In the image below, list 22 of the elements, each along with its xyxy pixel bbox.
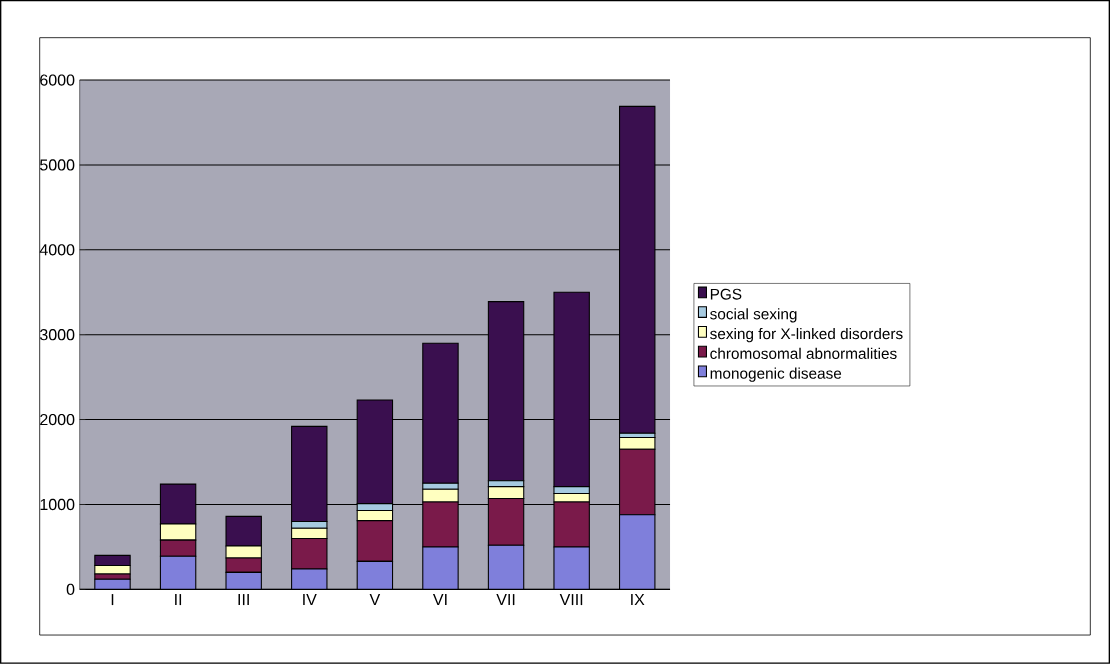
x-tick-label: I	[111, 594, 114, 606]
legend-label: social sexing	[710, 308, 797, 323]
x-tick-label: IX	[631, 594, 645, 606]
x-tick-label: VIII	[559, 594, 583, 606]
y-tick-label: 3000	[39, 329, 75, 341]
x-tick-label: VII	[496, 594, 515, 606]
y-tick-label: 6000	[40, 74, 75, 86]
legend-label: sexing for X-linked disorders	[710, 328, 903, 343]
legend-label: chromosomal abnormalities	[710, 347, 897, 360]
x-tick-label: III	[238, 594, 249, 606]
x-tick-label: V	[369, 594, 381, 606]
y-tick-label: 1000	[40, 498, 75, 511]
legend-label: PGS	[710, 288, 742, 300]
x-tick-label: IV	[303, 594, 317, 606]
y-tick-label: 5000	[40, 159, 75, 171]
bar	[487, 301, 525, 482]
y-tick-label: 0	[66, 583, 75, 596]
x-tick-label: II	[175, 594, 182, 606]
legend-label: monogenic disease	[710, 367, 842, 382]
bar	[619, 105, 656, 434]
y-tick-label: 2000	[40, 414, 75, 426]
x-tick-label: VI	[432, 594, 447, 606]
